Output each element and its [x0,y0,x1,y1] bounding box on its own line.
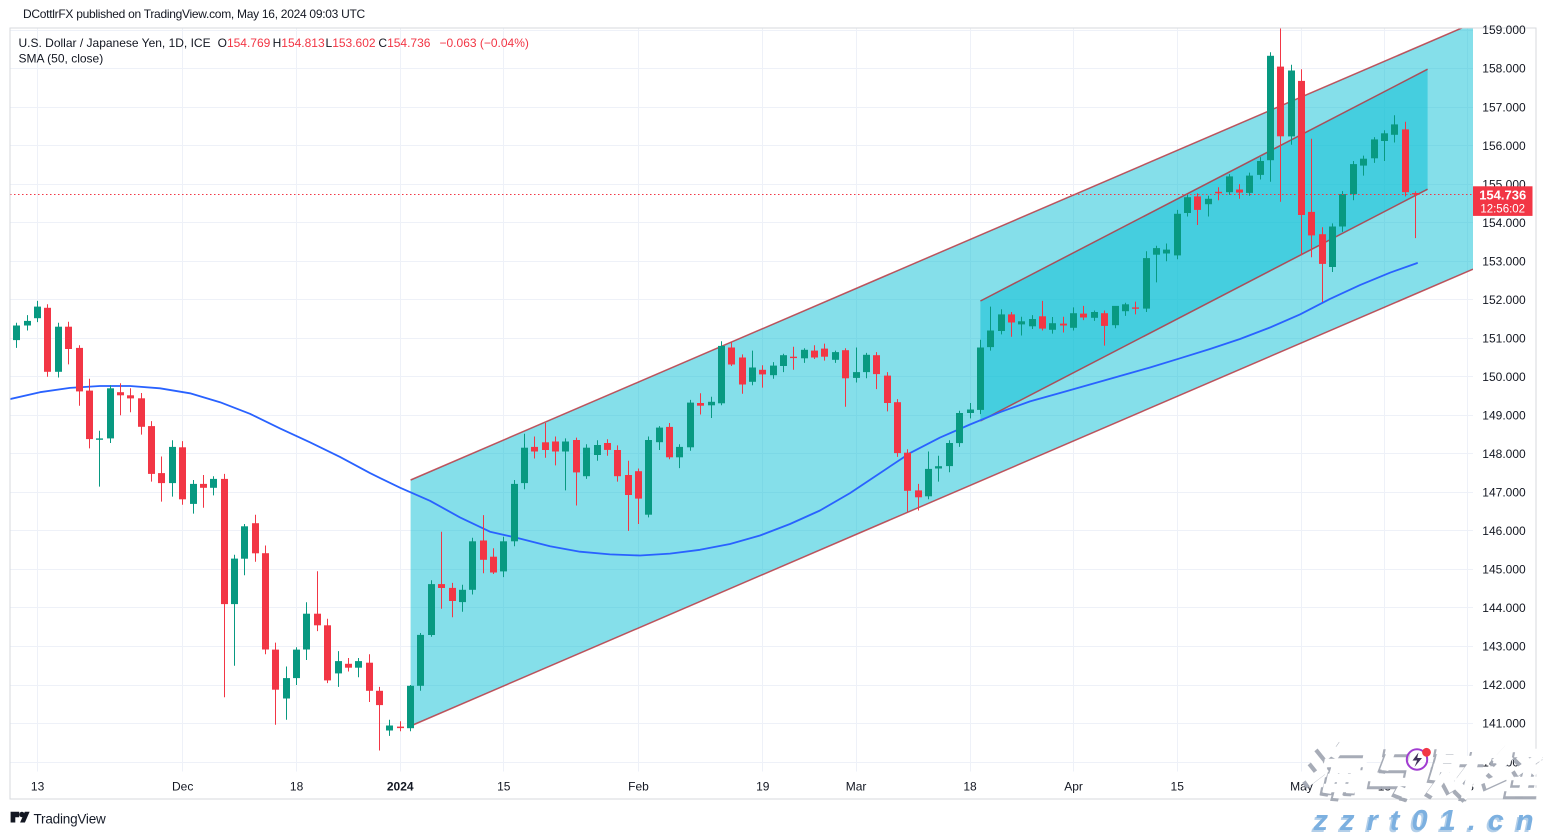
svg-text:146.000: 146.000 [1482,524,1526,538]
svg-text:156.000: 156.000 [1482,139,1526,153]
svg-text:141.000: 141.000 [1482,717,1526,731]
svg-text:149.000: 149.000 [1482,409,1526,423]
svg-text:Mar: Mar [846,780,867,794]
svg-text:DCottlrFX published on Trading: DCottlrFX published on TradingView.com, … [23,7,366,21]
svg-text:154.000: 154.000 [1482,216,1526,230]
svg-text:159.000: 159.000 [1482,23,1526,37]
svg-text:Apr: Apr [1064,780,1083,794]
svg-text:153.000: 153.000 [1482,254,1526,268]
svg-text:143.000: 143.000 [1482,640,1526,654]
svg-text:158.000: 158.000 [1482,62,1526,76]
svg-text:O154.769: O154.769 [218,36,271,50]
svg-text:12:56:02: 12:56:02 [1480,203,1525,215]
svg-text:145.000: 145.000 [1482,563,1526,577]
svg-text:15: 15 [497,780,511,794]
svg-text:L153.602: L153.602 [326,36,376,50]
svg-text:13: 13 [31,780,45,794]
svg-text:TradingView: TradingView [34,812,107,827]
svg-text:19: 19 [756,780,770,794]
svg-text:147.000: 147.000 [1482,486,1526,500]
svg-text:C154.736: C154.736 [378,36,430,50]
svg-text:2024: 2024 [387,780,414,794]
svg-text:18: 18 [963,780,977,794]
svg-text:15: 15 [1171,780,1185,794]
svg-text:SMA (50, close): SMA (50, close) [19,52,104,66]
svg-text:154.736: 154.736 [1479,187,1526,202]
svg-text:151.000: 151.000 [1482,331,1526,345]
svg-text:U.S. Dollar / Japanese Yen, 1D: U.S. Dollar / Japanese Yen, 1D, ICE [19,36,211,50]
svg-text:H154.813: H154.813 [273,36,325,50]
svg-text:18: 18 [290,780,304,794]
svg-text:148.000: 148.000 [1482,447,1526,461]
svg-text:Feb: Feb [628,780,649,794]
svg-text:150.000: 150.000 [1482,370,1526,384]
svg-text:144.000: 144.000 [1482,601,1526,615]
svg-text:142.000: 142.000 [1482,678,1526,692]
svg-text:−0.063 (−0.04%): −0.063 (−0.04%) [440,36,529,50]
svg-text:152.000: 152.000 [1482,293,1526,307]
svg-text:157.000: 157.000 [1482,100,1526,114]
svg-text:zzrt01.cn: zzrt01.cn [1311,807,1544,836]
svg-text:Dec: Dec [172,780,193,794]
svg-text:zzrt01.cn: zzrt01.cn [1313,805,1546,836]
